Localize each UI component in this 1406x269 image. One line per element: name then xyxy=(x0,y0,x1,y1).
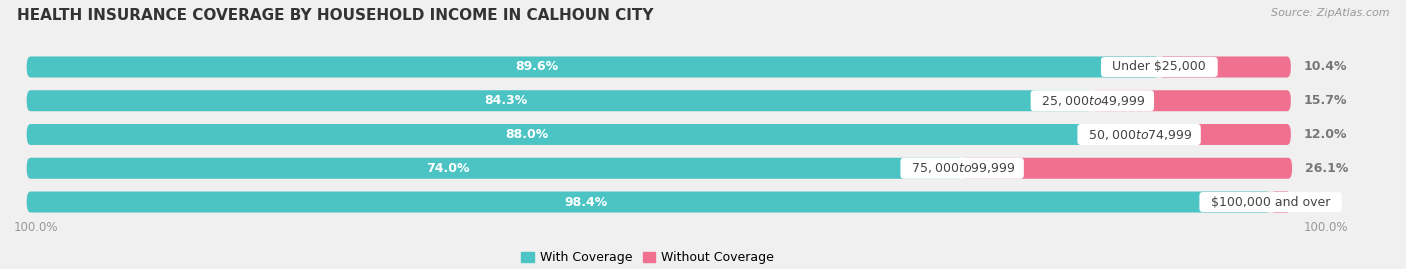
FancyBboxPatch shape xyxy=(27,158,962,179)
Text: 1.6%: 1.6% xyxy=(1303,196,1339,208)
Text: 84.3%: 84.3% xyxy=(485,94,527,107)
Text: 98.4%: 98.4% xyxy=(565,196,607,208)
Text: 100.0%: 100.0% xyxy=(14,221,59,233)
FancyBboxPatch shape xyxy=(27,192,1271,213)
Text: HEALTH INSURANCE COVERAGE BY HOUSEHOLD INCOME IN CALHOUN CITY: HEALTH INSURANCE COVERAGE BY HOUSEHOLD I… xyxy=(17,8,654,23)
Text: 10.4%: 10.4% xyxy=(1303,61,1347,73)
FancyBboxPatch shape xyxy=(27,56,1291,77)
Text: Under $25,000: Under $25,000 xyxy=(1105,61,1215,73)
FancyBboxPatch shape xyxy=(1160,56,1291,77)
Text: 15.7%: 15.7% xyxy=(1303,94,1347,107)
Text: $50,000 to $74,999: $50,000 to $74,999 xyxy=(1081,128,1198,141)
FancyBboxPatch shape xyxy=(27,90,1092,111)
FancyBboxPatch shape xyxy=(1271,192,1291,213)
Text: 100.0%: 100.0% xyxy=(1303,221,1348,233)
FancyBboxPatch shape xyxy=(27,90,1291,111)
Text: $25,000 to $49,999: $25,000 to $49,999 xyxy=(1035,94,1150,108)
Text: 89.6%: 89.6% xyxy=(515,61,558,73)
Legend: With Coverage, Without Coverage: With Coverage, Without Coverage xyxy=(516,246,779,269)
Text: 12.0%: 12.0% xyxy=(1303,128,1347,141)
FancyBboxPatch shape xyxy=(27,56,1160,77)
FancyBboxPatch shape xyxy=(27,158,1291,179)
Text: $75,000 to $99,999: $75,000 to $99,999 xyxy=(904,161,1021,175)
Text: 26.1%: 26.1% xyxy=(1305,162,1348,175)
FancyBboxPatch shape xyxy=(1139,124,1291,145)
Text: 74.0%: 74.0% xyxy=(426,162,470,175)
Text: Source: ZipAtlas.com: Source: ZipAtlas.com xyxy=(1271,8,1389,18)
FancyBboxPatch shape xyxy=(27,124,1139,145)
FancyBboxPatch shape xyxy=(27,192,1291,213)
Text: 88.0%: 88.0% xyxy=(506,128,548,141)
Text: $100,000 and over: $100,000 and over xyxy=(1204,196,1339,208)
FancyBboxPatch shape xyxy=(1092,90,1291,111)
FancyBboxPatch shape xyxy=(27,124,1291,145)
FancyBboxPatch shape xyxy=(962,158,1292,179)
